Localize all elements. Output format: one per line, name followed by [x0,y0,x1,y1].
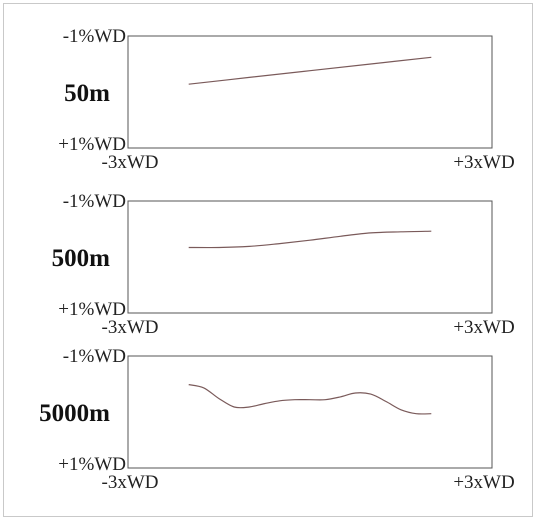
chart-svg: -1%WD +1%WD-3xWD +3xWD [58,191,514,338]
chart-panel-1: 50m -1%WD +1%WD -3xWD +3xWD [0,0,538,173]
series-line [188,56,432,85]
plot-area [127,200,493,314]
x-tick-label-right: +3xWD [453,317,514,338]
chart-title: 5000m [39,400,110,427]
y-tick-label-bottom: +1%WD [58,299,126,320]
chart-panel-2: 500m -1%WD +1%WD -3xWD +3xWD [0,165,538,338]
x-tick-label-right: +3xWD [453,472,514,493]
chart-title: 500m [51,245,110,272]
chart-svg: -1%WD +1%WD-3xWD +3xWD [58,346,514,493]
series-line [188,384,432,415]
figure-frame [3,3,533,517]
chart-panel-3: 5000m -1%WD +1%WD -3xWD +3xWD [0,320,538,493]
plot-area [127,35,493,149]
y-tick-label-bottom: +1%WD [58,134,126,155]
y-tick-label-top: -1%WD [63,346,126,367]
x-tick-label-right: +3xWD [453,152,514,173]
y-tick-label-top: -1%WD [63,26,126,47]
series-line [188,230,432,249]
x-tick-label-left: -3xWD [102,317,159,338]
y-tick-label-bottom: +1%WD [58,454,126,475]
plot-area [127,355,493,469]
x-tick-label-left: -3xWD [102,472,159,493]
chart-svg: -1%WD +1%WD-3xWD +3xWD [58,26,514,173]
x-tick-label-left: -3xWD [102,152,159,173]
chart-title: 50m [64,80,110,107]
y-tick-label-top: -1%WD [63,191,126,212]
